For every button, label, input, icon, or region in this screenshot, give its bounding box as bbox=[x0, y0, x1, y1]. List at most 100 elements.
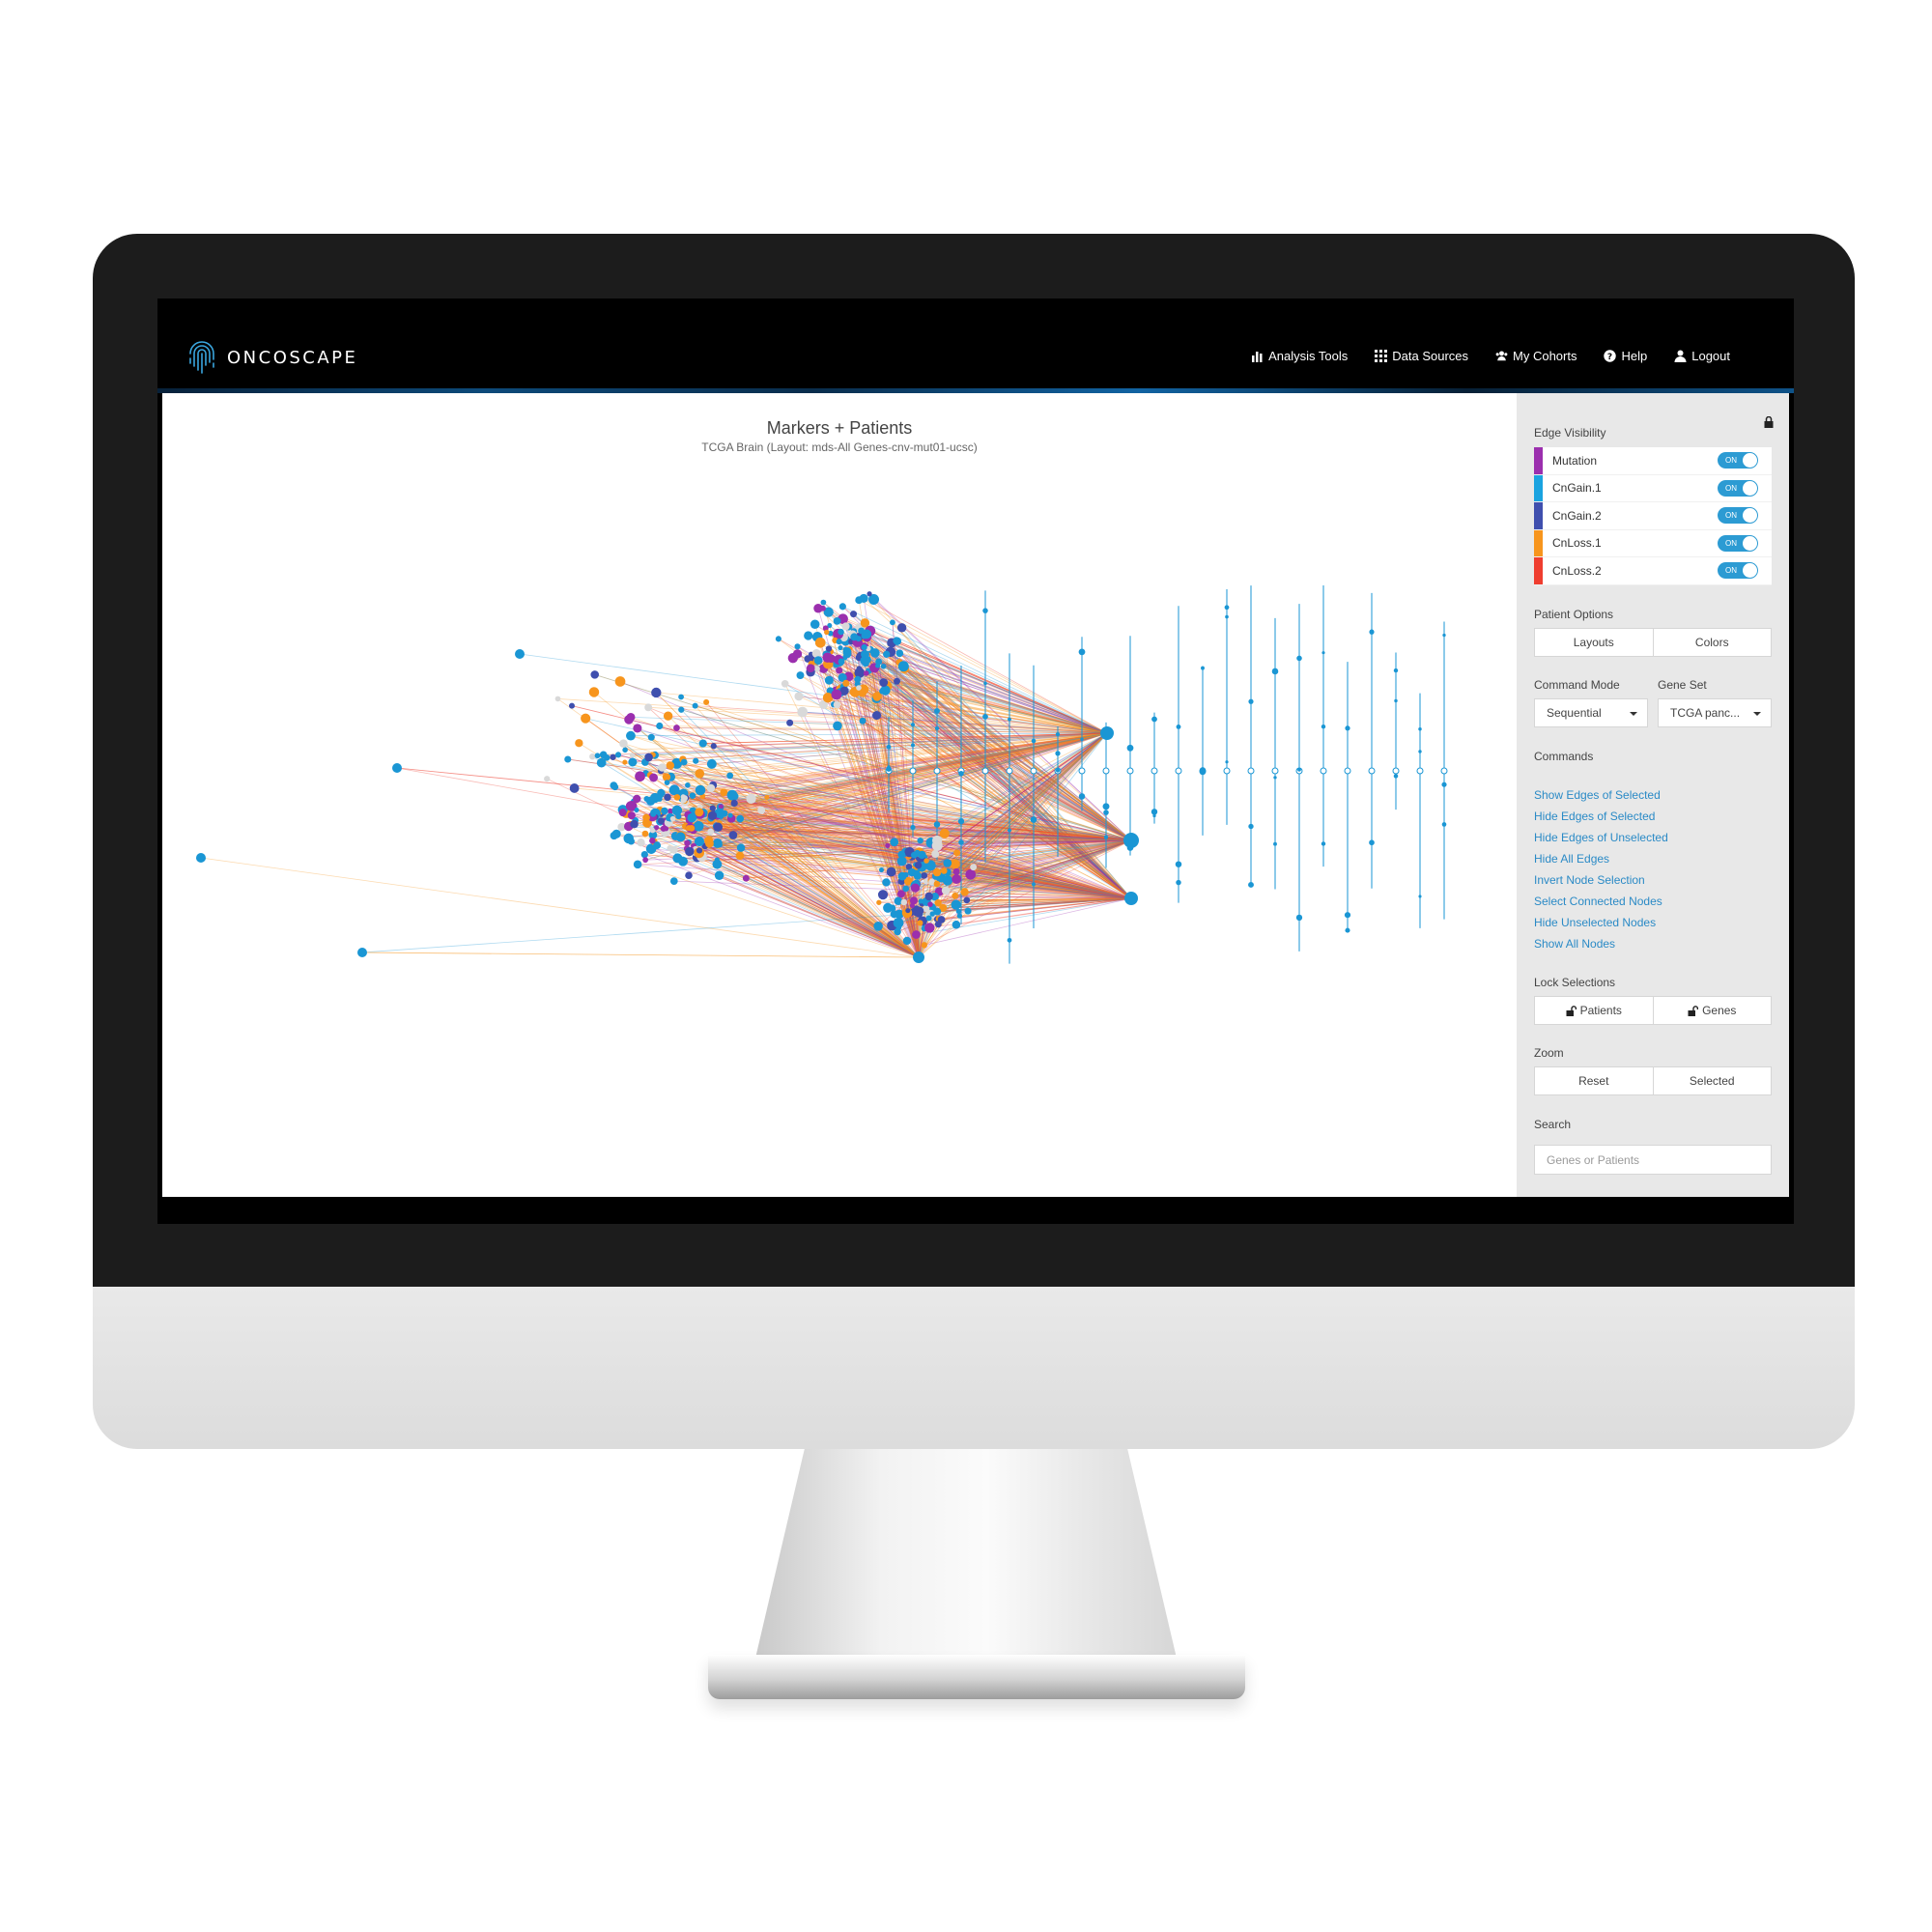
patient-node[interactable] bbox=[843, 649, 852, 659]
patient-node[interactable] bbox=[820, 605, 826, 611]
patient-node[interactable] bbox=[861, 643, 867, 651]
gene-node[interactable] bbox=[1103, 835, 1109, 839]
patient-node[interactable] bbox=[590, 670, 599, 679]
patient-node[interactable] bbox=[726, 772, 734, 780]
patient-node[interactable] bbox=[804, 655, 811, 663]
patient-node[interactable] bbox=[797, 706, 809, 718]
patient-node[interactable] bbox=[648, 831, 658, 839]
patient-node[interactable] bbox=[664, 793, 671, 802]
patient-node[interactable] bbox=[678, 694, 684, 700]
nav-analysis-tools[interactable]: Analysis Tools bbox=[1251, 349, 1348, 363]
patient-node[interactable] bbox=[896, 856, 907, 867]
patient-node[interactable] bbox=[775, 636, 781, 642]
patient-node[interactable] bbox=[633, 724, 642, 733]
gene-node[interactable] bbox=[981, 767, 989, 775]
patient-node[interactable] bbox=[622, 759, 628, 765]
gene-node[interactable] bbox=[1031, 882, 1037, 887]
patient-node[interactable] bbox=[569, 783, 580, 793]
gene-node[interactable] bbox=[1201, 666, 1205, 670]
patient-node[interactable] bbox=[927, 901, 933, 907]
patient-node[interactable] bbox=[693, 820, 704, 832]
patient-node[interactable] bbox=[859, 717, 867, 724]
patient-node[interactable] bbox=[712, 859, 723, 869]
patient-node[interactable] bbox=[627, 838, 636, 845]
patient-node[interactable] bbox=[838, 603, 846, 611]
patient-node[interactable] bbox=[742, 874, 750, 882]
patient-node[interactable] bbox=[905, 864, 913, 870]
patient-node[interactable] bbox=[718, 804, 724, 810]
patient-node[interactable] bbox=[839, 686, 849, 696]
patient-node[interactable] bbox=[673, 794, 681, 801]
patient-node[interactable] bbox=[902, 936, 912, 946]
gene-node[interactable] bbox=[1055, 732, 1061, 737]
patient-node[interactable] bbox=[649, 773, 658, 782]
lock-patients-button[interactable]: Patients bbox=[1534, 996, 1654, 1025]
patient-node[interactable] bbox=[880, 663, 887, 669]
patient-node[interactable] bbox=[895, 896, 902, 903]
patient-node[interactable] bbox=[678, 706, 685, 713]
patient-node[interactable] bbox=[653, 841, 662, 850]
patient-node[interactable] bbox=[890, 910, 898, 919]
patient-node[interactable] bbox=[611, 829, 621, 838]
patient-node[interactable] bbox=[924, 923, 935, 933]
patient-node[interactable] bbox=[695, 808, 704, 817]
patient-node[interactable] bbox=[842, 679, 850, 687]
gene-node[interactable] bbox=[983, 681, 987, 686]
patient-node[interactable] bbox=[726, 789, 738, 801]
patient-node[interactable] bbox=[939, 903, 948, 912]
patient-node[interactable] bbox=[970, 864, 978, 871]
patient-node[interactable] bbox=[787, 653, 799, 664]
gene-node[interactable] bbox=[910, 824, 916, 831]
patient-node[interactable] bbox=[614, 752, 622, 758]
gene-set-select[interactable]: TCGA panc... bbox=[1658, 698, 1772, 727]
patient-node[interactable] bbox=[720, 788, 728, 797]
gene-node[interactable] bbox=[1273, 776, 1277, 780]
patient-node[interactable] bbox=[794, 643, 801, 650]
patient-node[interactable] bbox=[666, 761, 675, 770]
patient-node[interactable] bbox=[668, 786, 676, 794]
gene-node[interactable] bbox=[1394, 698, 1398, 703]
patient-node[interactable] bbox=[603, 754, 611, 761]
gene-node[interactable] bbox=[1103, 810, 1109, 815]
gene-node[interactable] bbox=[934, 708, 940, 715]
patient-node[interactable] bbox=[644, 753, 653, 762]
patient-node[interactable] bbox=[357, 948, 367, 957]
patient-node[interactable] bbox=[836, 639, 842, 645]
gene-node[interactable] bbox=[1345, 725, 1350, 731]
patient-node[interactable] bbox=[921, 942, 928, 949]
patient-node[interactable] bbox=[698, 739, 707, 748]
gene-node[interactable] bbox=[1126, 767, 1134, 775]
patient-node[interactable] bbox=[894, 677, 900, 685]
patient-node[interactable] bbox=[618, 809, 627, 817]
gene-node[interactable] bbox=[1224, 605, 1230, 611]
patient-node[interactable] bbox=[893, 637, 901, 645]
patient-node[interactable] bbox=[850, 611, 858, 618]
patient-node[interactable] bbox=[952, 892, 959, 899]
patient-node[interactable] bbox=[622, 747, 628, 753]
patient-node[interactable] bbox=[628, 757, 638, 767]
patient-node[interactable] bbox=[952, 920, 961, 929]
patient-node[interactable] bbox=[669, 877, 678, 885]
patient-node[interactable] bbox=[951, 899, 961, 910]
patient-node[interactable] bbox=[942, 875, 953, 886]
patient-node[interactable] bbox=[831, 689, 842, 700]
gene-node[interactable] bbox=[1344, 767, 1351, 775]
patient-node[interactable] bbox=[730, 799, 738, 808]
patient-node[interactable] bbox=[838, 628, 844, 636]
patient-node[interactable] bbox=[634, 807, 639, 813]
patient-node[interactable] bbox=[814, 637, 826, 648]
patient-node[interactable] bbox=[937, 916, 946, 923]
gene-hub-node[interactable] bbox=[1123, 833, 1139, 848]
command-select-connected-nodes[interactable]: Select Connected Nodes bbox=[1534, 895, 1662, 908]
patient-node[interactable] bbox=[657, 788, 666, 797]
gene-node[interactable] bbox=[958, 839, 964, 845]
command-hide-edges-of-selected[interactable]: Hide Edges of Selected bbox=[1534, 810, 1656, 823]
command-show-edges-of-selected[interactable]: Show Edges of Selected bbox=[1534, 788, 1661, 802]
patient-node[interactable] bbox=[913, 871, 922, 880]
gene-node[interactable] bbox=[1369, 839, 1375, 846]
gene-hub-node[interactable] bbox=[913, 952, 924, 963]
patient-node[interactable] bbox=[675, 832, 686, 842]
patient-node[interactable] bbox=[781, 679, 789, 688]
patient-node[interactable] bbox=[833, 721, 842, 731]
patient-node[interactable] bbox=[911, 851, 918, 859]
